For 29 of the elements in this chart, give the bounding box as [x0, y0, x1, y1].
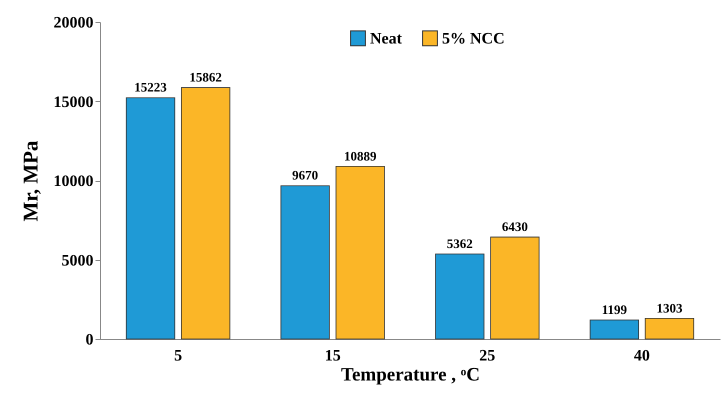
x-tick-label: 40	[634, 348, 650, 364]
bar	[435, 254, 484, 340]
y-tick-label: 0	[86, 332, 94, 348]
bar	[280, 185, 330, 340]
data-label: 1303	[656, 300, 683, 316]
legend-label: Neat	[370, 30, 403, 48]
bar	[180, 87, 230, 340]
bar	[336, 166, 385, 340]
bar	[590, 320, 640, 340]
data-label: 10889	[344, 148, 377, 164]
bar	[490, 236, 540, 340]
data-label: 5362	[446, 236, 473, 252]
x-tick-label: 5	[174, 348, 182, 364]
bar	[126, 97, 176, 340]
x-tick-label: 25	[479, 348, 496, 364]
y-tick-label: 20000	[54, 14, 94, 32]
legend-label: 5% NCC	[442, 30, 505, 48]
data-label: 9670	[292, 168, 318, 183]
data-label: 6430	[502, 219, 528, 234]
y-tick-label: 15000	[54, 94, 94, 111]
x-tick-label: 15	[324, 348, 341, 364]
data-label: 1199	[602, 302, 628, 317]
y-axis-title: Mr, MPa	[18, 140, 42, 222]
y-tick-label: 10000	[54, 173, 94, 190]
y-tick-label: 5000	[62, 252, 94, 270]
data-label: 15862	[189, 70, 222, 85]
bar	[644, 318, 694, 340]
x-axis-title: Temperature , ᵒC	[341, 364, 480, 386]
data-label: 15223	[134, 80, 168, 95]
